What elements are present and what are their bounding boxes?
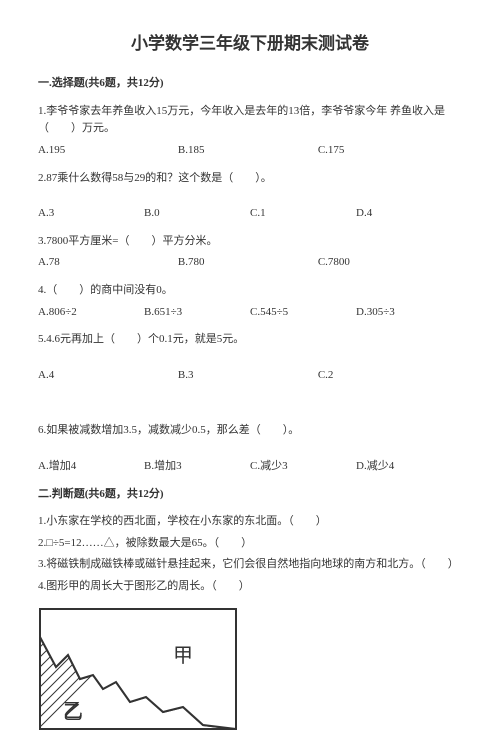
tf-q1: 1.小东家在学校的西北面，学校在小东家的东北面。（ ） <box>38 513 462 531</box>
q6-opt-d: D.减少4 <box>356 458 462 476</box>
tf-q3: 3.将磁铁制成磁铁棒或磁针悬挂起来，它们会很自然地指向地球的南方和北方。（ ） <box>38 556 462 574</box>
q3-options: A.78 B.780 C.7800 <box>38 254 462 272</box>
q2-opt-d: D.4 <box>356 205 462 223</box>
figure-label-b2: 乙 <box>63 702 83 724</box>
q1-opt-a: A.195 <box>38 142 178 160</box>
q2-opt-c: C.1 <box>250 205 356 223</box>
q1-text: 1.李爷爷家去年养鱼收入15万元，今年收入是去年的13倍，李爷爷家今年 养鱼收入… <box>38 103 462 138</box>
section2-header: 二.判断题(共6题，共12分) <box>38 486 462 504</box>
q2-opt-b: B.0 <box>144 205 250 223</box>
figure-perimeter: 甲 乙 甲 乙 <box>38 607 462 754</box>
q5-options: A.4 B.3 C.2 <box>38 367 462 385</box>
q5-opt-a: A.4 <box>38 367 178 385</box>
q4-options: A.806÷2 B.651÷3 C.545÷5 D.305÷3 <box>38 304 462 322</box>
figure-label-a2: 甲 <box>173 645 193 667</box>
q6-opt-a: A.增加4 <box>38 458 144 476</box>
q6-text: 6.如果被减数增加3.5，减数减少0.5，那么差（ ）。 <box>38 422 462 440</box>
q6-opt-b: B.增加3 <box>144 458 250 476</box>
q5-opt-c: C.2 <box>318 367 458 385</box>
q4-opt-a: A.806÷2 <box>38 304 144 322</box>
tf-q2: 2.□÷5=12……△，被除数最大是65。（ ） <box>38 535 462 553</box>
q1-options: A.195 B.185 C.175 <box>38 142 462 160</box>
q4-opt-b: B.651÷3 <box>144 304 250 322</box>
q3-opt-c: C.7800 <box>318 254 458 272</box>
section1-header: 一.选择题(共6题，共12分) <box>38 75 462 93</box>
q6-opt-c: C.减少3 <box>250 458 356 476</box>
q3-text: 3.7800平方厘米=（ ）平方分米。 <box>38 233 462 251</box>
q3-opt-a: A.78 <box>38 254 178 272</box>
q6-options: A.增加4 B.增加3 C.减少3 D.减少4 <box>38 458 462 476</box>
q4-opt-c: C.545÷5 <box>250 304 356 322</box>
q5-text: 5.4.6元再加上（ ）个0.1元，就是5元。 <box>38 331 462 349</box>
q2-text: 2.87乘什么数得58与29的和？这个数是（ ）。 <box>38 170 462 188</box>
q1-opt-b: B.185 <box>178 142 318 160</box>
q4-opt-d: D.305÷3 <box>356 304 462 322</box>
q5-opt-b: B.3 <box>178 367 318 385</box>
q2-options: A.3 B.0 C.1 D.4 <box>38 205 462 223</box>
q3-opt-b: B.780 <box>178 254 318 272</box>
page-title: 小学数学三年级下册期末测试卷 <box>38 30 462 57</box>
figure-svg: 甲 乙 甲 乙 <box>38 607 238 747</box>
tf-q4: 4.图形甲的周长大于图形乙的周长。（ ） <box>38 578 462 596</box>
q1-opt-c: C.175 <box>318 142 458 160</box>
q4-text: 4.（ ）的商中间没有0。 <box>38 282 462 300</box>
q2-opt-a: A.3 <box>38 205 144 223</box>
